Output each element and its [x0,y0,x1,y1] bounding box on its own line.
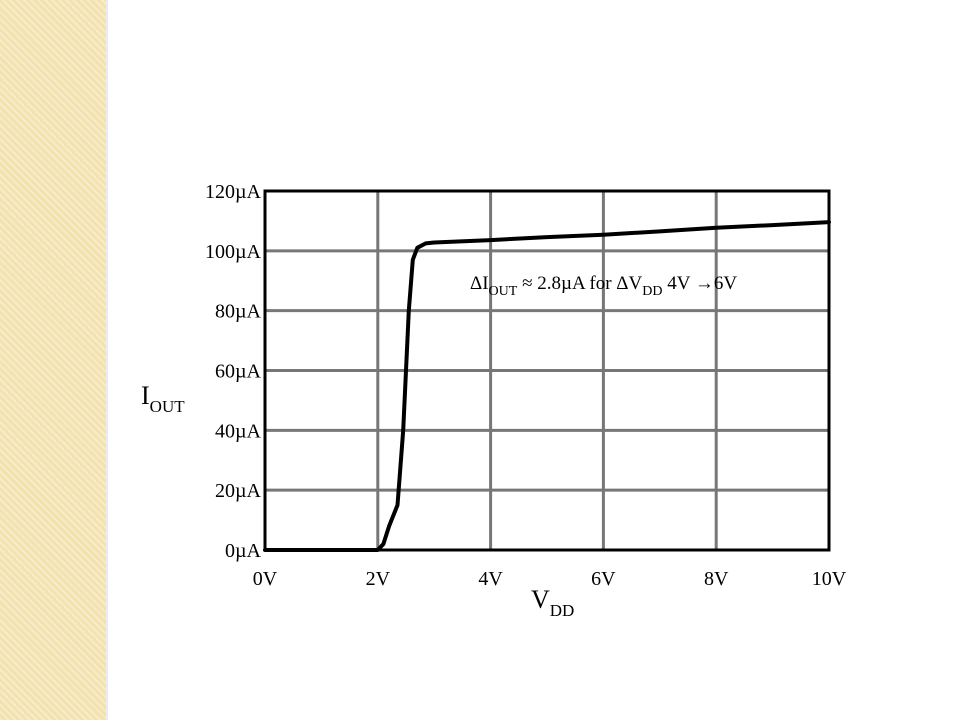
y-tick-label: 80µA [215,301,262,323]
x-tick-labels: 0V 2V 4V 6V 8V 10V [253,568,847,590]
x-tick-label: 2V [366,568,391,590]
chart-grid [265,191,829,550]
y-tick-label: 60µA [215,361,262,383]
x-tick-label: 0V [253,568,278,590]
plot-frame [263,189,831,552]
y-axis-title: IOUT [141,381,185,416]
y-tick-label: 120µA [205,181,262,203]
x-tick-label: 6V [591,568,616,590]
y-tick-label: 0µA [225,540,262,562]
delta-annotation: ΔIOUT ≈ 2.8µA for ΔVDD 4V →6V [470,273,737,299]
y-tick-label: 20µA [215,480,262,502]
slide-accent-edge [106,0,108,720]
y-tick-label: 100µA [205,241,262,263]
slide-accent-strip [0,0,106,720]
y-tick-label: 40µA [215,420,262,442]
x-tick-label: 8V [704,568,729,590]
iout-curve [263,220,831,552]
x-tick-label: 10V [812,568,847,590]
x-axis-title: VDD [531,585,574,620]
y-tick-labels: 0µA 20µA 40µA 60µA 80µA 100µA 120µA [205,181,262,562]
x-tick-label: 4V [478,568,503,590]
